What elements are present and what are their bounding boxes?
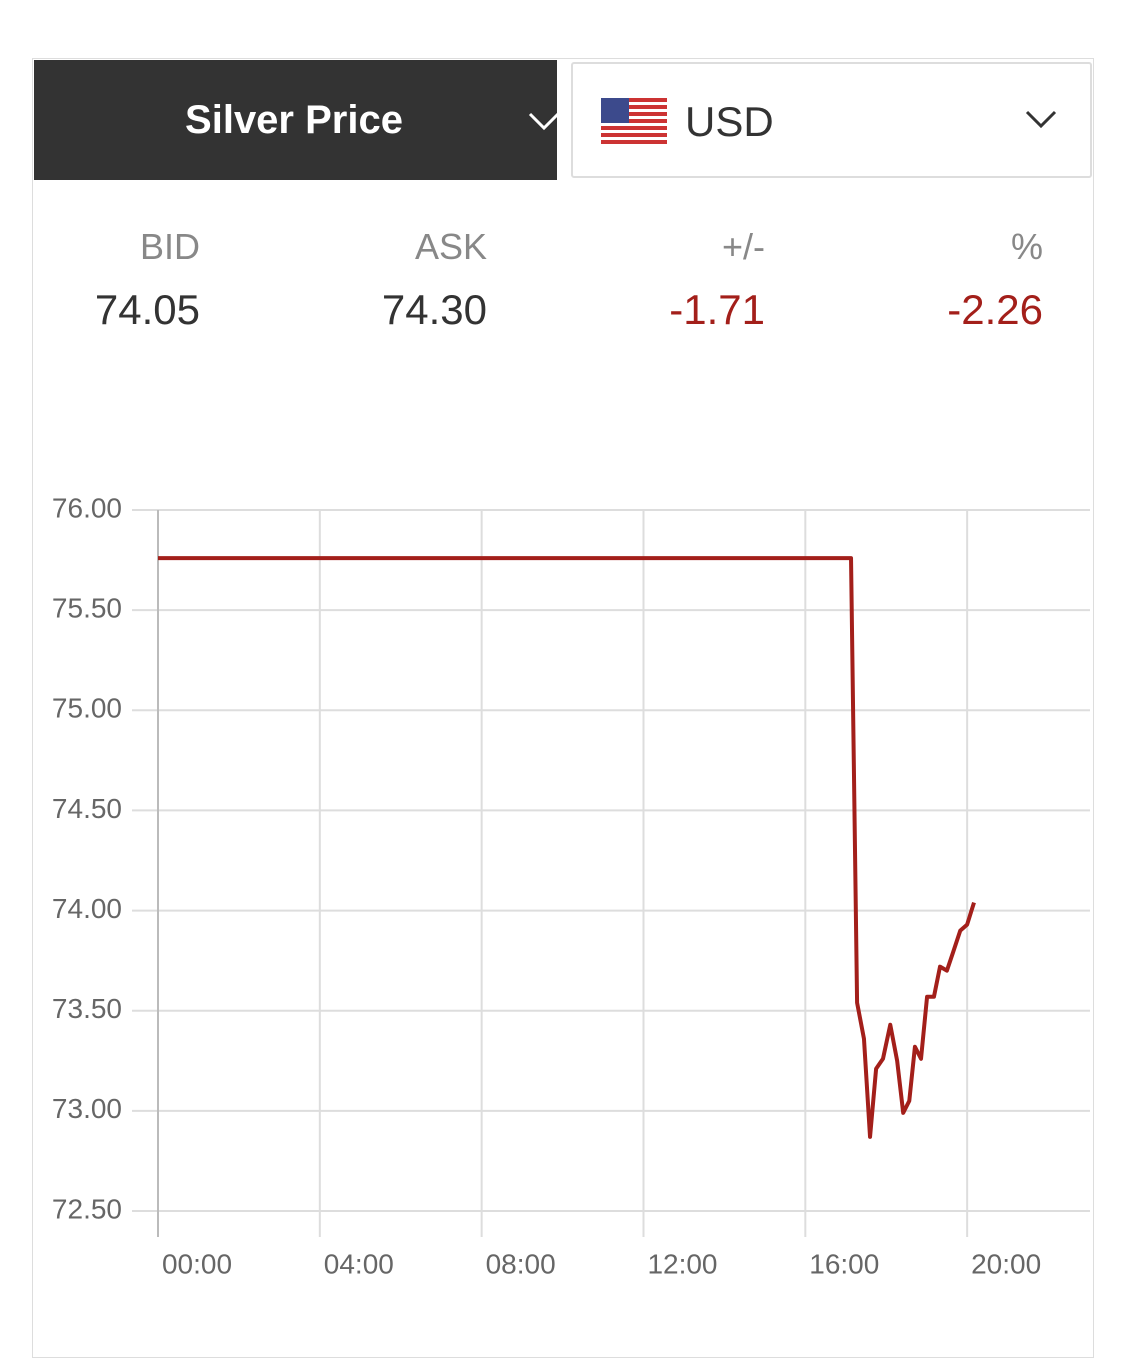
- x-tick-label: 08:00: [486, 1248, 556, 1279]
- y-tick-label: 74.00: [52, 893, 122, 924]
- metal-select[interactable]: Silver Price: [34, 60, 560, 180]
- quote-label: %: [1010, 226, 1043, 267]
- quote-label: +/-: [721, 226, 765, 267]
- y-tick-label: 74.50: [52, 793, 122, 824]
- quote-label: BID: [139, 226, 200, 267]
- x-tick-label: 16:00: [809, 1248, 879, 1279]
- y-tick-label: 75.00: [52, 693, 122, 724]
- y-tick-label: 75.50: [52, 593, 122, 624]
- y-tick-label: 76.00: [52, 492, 122, 523]
- x-tick-label: 04:00: [324, 1248, 394, 1279]
- metal-title: Silver Price: [185, 98, 403, 142]
- y-tick-label: 73.50: [52, 993, 122, 1024]
- quote-value: 74.30: [381, 286, 487, 333]
- quote-label: ASK: [414, 226, 487, 267]
- quote-value: 74.05: [94, 286, 200, 333]
- quote-value: -2.26: [947, 286, 1043, 333]
- price-line: [158, 556, 976, 1139]
- chevron: [528, 112, 560, 131]
- y-tick-label: 72.50: [52, 1193, 122, 1224]
- currency-code: USD: [685, 98, 774, 145]
- currency-select[interactable]: USD: [571, 62, 1092, 178]
- chevron: [1025, 110, 1057, 129]
- quote-value: -1.71: [669, 286, 765, 333]
- x-tick-label: 20:00: [971, 1248, 1041, 1279]
- us-flag: [601, 98, 667, 144]
- y-tick-label: 73.00: [52, 1093, 122, 1124]
- x-tick-label: 12:00: [647, 1248, 717, 1279]
- x-tick-label: 00:00: [162, 1248, 232, 1279]
